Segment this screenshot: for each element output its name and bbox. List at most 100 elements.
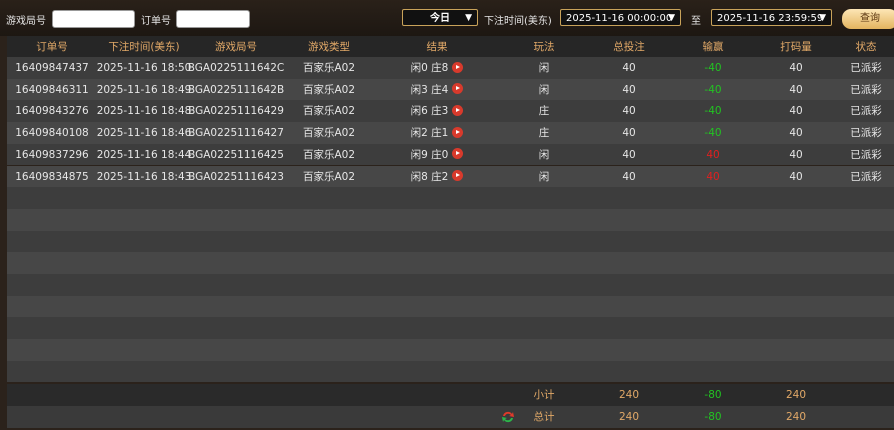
label: 订单号 [141, 16, 171, 27]
replay-icon[interactable] [452, 104, 464, 116]
column-header: 状态 [855, 41, 877, 53]
empty-row [7, 274, 894, 296]
column-header: 总投注 [613, 41, 645, 53]
empty-row [7, 360, 894, 383]
cell: 已派彩 [850, 62, 882, 74]
cell: 闲6 庄3 [387, 100, 487, 122]
replay-icon[interactable] [452, 83, 464, 95]
cell: 已派彩 [850, 148, 882, 161]
cell: 16409846311 [15, 83, 89, 96]
empty-row [7, 295, 894, 318]
cell: -40 [704, 83, 722, 96]
summary-label: 总计 [533, 411, 555, 423]
cell: 百家乐A02 [302, 62, 356, 74]
label: 游戏局号 [6, 16, 46, 27]
cell: 40 [622, 105, 636, 118]
subtotal-row: 小计 240 -80 240 [7, 384, 894, 406]
cell: 闲2 庄1 [387, 122, 487, 144]
replay-icon[interactable] [452, 148, 464, 160]
cell: 已派彩 [850, 170, 882, 183]
empty-row [7, 208, 894, 231]
cell: 庄 [538, 127, 550, 140]
cell: 闲3 庄4 [387, 79, 487, 101]
query-button[interactable]: 查询 [842, 9, 894, 29]
column-header: 结果 [426, 41, 448, 53]
cell: 已派彩 [850, 83, 882, 96]
end-select[interactable]: 2025-11-16 23:59:59 ▼ [711, 9, 832, 26]
column-header: 游戏类型 [308, 41, 350, 53]
filter-bar: 游戏局号 订单号 今日 ▼ 下注时间(美东) 2025-11-16 00:00:0… [0, 0, 894, 36]
order-input[interactable] [176, 10, 250, 28]
replay-icon[interactable] [452, 61, 464, 73]
period: 今日 [430, 13, 450, 24]
cell: BGA0225111642B [187, 83, 285, 96]
header-row: 订单号 下注时间(美东) 游戏局号 游戏类型 结果 玩法 总投注 输赢 打码量 状态 [7, 36, 894, 58]
cell: 2025-11-16 18:50 [96, 62, 192, 74]
cell: 闲9 庄0 [387, 144, 487, 166]
summary-value: 240 [785, 411, 807, 423]
end-time: 2025-11-16 23:59:59 [717, 13, 824, 24]
cell: 百家乐A02 [302, 127, 356, 140]
replay-icon[interactable] [452, 170, 464, 181]
refresh-icon[interactable] [501, 410, 515, 424]
cell: 百家乐A02 [302, 148, 356, 161]
empty-row [7, 187, 894, 209]
column-header: 订单号 [36, 41, 68, 53]
cell: -40 [704, 62, 722, 74]
summary-label: 小计 [533, 389, 555, 401]
empty-row [7, 230, 894, 253]
start-select[interactable]: 2025-11-16 00:00:00 ▼ [560, 9, 681, 26]
data-row: 16409837296 2025-11-16 18:44 BGA0225111642… [7, 143, 894, 166]
cell: 16409843276 [15, 105, 89, 118]
cell: 庄 [538, 105, 550, 118]
empty-row [7, 252, 894, 274]
cell: 闲 [538, 83, 550, 96]
label: 下注时间(美东) [484, 16, 552, 27]
summary-value: 240 [618, 411, 640, 423]
arrow: ▼ [668, 13, 675, 23]
data-row: 16409843276 2025-11-16 18:48 BGA0225111642… [7, 100, 894, 123]
arrow: ▼ [819, 13, 826, 23]
column-header: 输赢 [702, 41, 724, 53]
cell: BGA02251116427 [188, 127, 284, 140]
summary-value: 240 [785, 389, 807, 401]
cell: 16409837296 [15, 148, 89, 161]
round-input[interactable] [52, 10, 135, 28]
data-row: 16409846311 2025-11-16 18:49 BGA0225111642… [7, 78, 894, 101]
cell: -40 [704, 105, 722, 118]
cell: 40 [789, 83, 803, 96]
cell: 2025-11-16 18:48 [96, 105, 192, 118]
cell: -40 [704, 127, 722, 140]
period-select[interactable]: 今日 ▼ [402, 9, 478, 26]
cell: 闲0 庄8 [387, 57, 487, 79]
cell: 闲8 庄2 [387, 166, 487, 188]
column-header: 下注时间(美东) [108, 41, 180, 53]
cell: 2025-11-16 18:46 [96, 127, 192, 140]
cell: BGA02251116423 [188, 170, 284, 183]
total-row: 总计 240 -80 240 [7, 406, 894, 428]
start-time: 2025-11-16 00:00:00 [566, 13, 673, 24]
summary-value: -80 [704, 411, 722, 423]
data-row: 16409834875 2025-11-16 18:43 BGA0225111642… [7, 165, 894, 188]
cell: 2025-11-16 18:43 [96, 170, 192, 183]
cell: 百家乐A02 [302, 83, 356, 96]
summary-value: 240 [618, 389, 640, 401]
cell: BGA02251116429 [188, 105, 284, 118]
cell: 40 [789, 62, 803, 74]
cell: BGA0225111642C [187, 62, 285, 74]
cell: 已派彩 [850, 127, 882, 140]
cell: 40 [706, 148, 720, 161]
cell: 已派彩 [850, 105, 882, 118]
cell: 40 [622, 62, 636, 74]
column-header: 打码量 [780, 41, 812, 53]
cell: 闲 [538, 148, 550, 161]
cell: 40 [789, 148, 803, 161]
cell: 闲 [538, 62, 550, 74]
cell: 闲 [538, 170, 550, 183]
replay-icon[interactable] [452, 126, 464, 138]
arrow: ▼ [465, 13, 472, 23]
cell: 16409847437 [15, 62, 89, 74]
cell: 百家乐A02 [302, 170, 356, 183]
cell: BGA02251116425 [188, 148, 284, 161]
